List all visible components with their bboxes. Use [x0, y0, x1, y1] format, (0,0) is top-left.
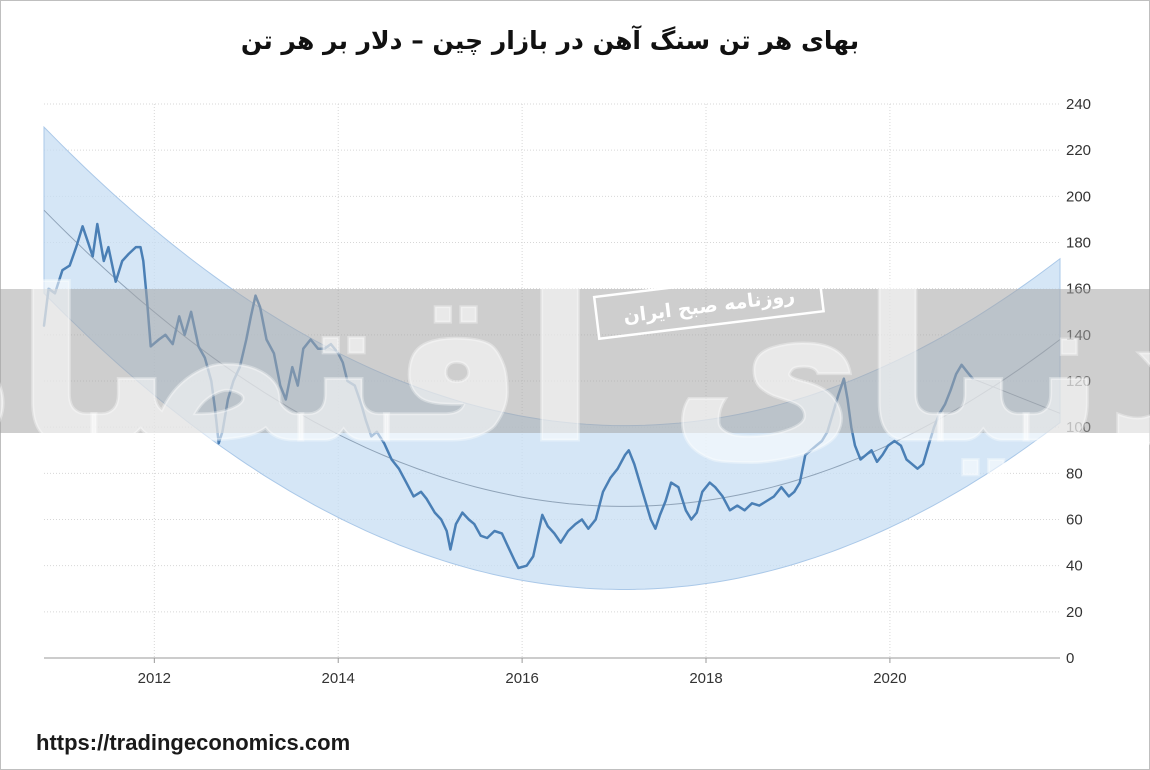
y-tick-label: 60 — [1066, 512, 1083, 529]
y-tick-label: 20 — [1066, 604, 1083, 621]
y-tick-label: 240 — [1066, 96, 1091, 113]
watermark-brand-logo: دنیای اقتصاد — [0, 245, 1150, 490]
y-tick-label: 0 — [1066, 650, 1074, 667]
y-tick-label: 200 — [1066, 188, 1091, 205]
y-tick-label: 80 — [1066, 465, 1083, 482]
y-tick-label: 40 — [1066, 558, 1083, 575]
watermark: دنیای اقتصاد روزنامه صبح ایران — [0, 244, 1150, 492]
y-tick-label: 180 — [1066, 235, 1091, 252]
x-tick-label: 2012 — [138, 670, 171, 687]
y-tick-label: 220 — [1066, 142, 1091, 159]
x-tick-label: 2014 — [322, 670, 355, 687]
watermark-strip — [0, 289, 1150, 433]
source-url[interactable]: https://tradingeconomics.com — [36, 730, 351, 755]
x-axis: 2012 2014 2016 2018 2020 — [44, 657, 1060, 687]
x-tick-label: 2016 — [505, 670, 538, 687]
x-tick-label: 2020 — [873, 670, 906, 687]
chart-title: بهای هر تن سنگ آهن در بازار چین – دلار ب… — [240, 26, 860, 55]
watermark-label-box — [592, 268, 825, 341]
x-tick-label: 2018 — [689, 670, 722, 687]
